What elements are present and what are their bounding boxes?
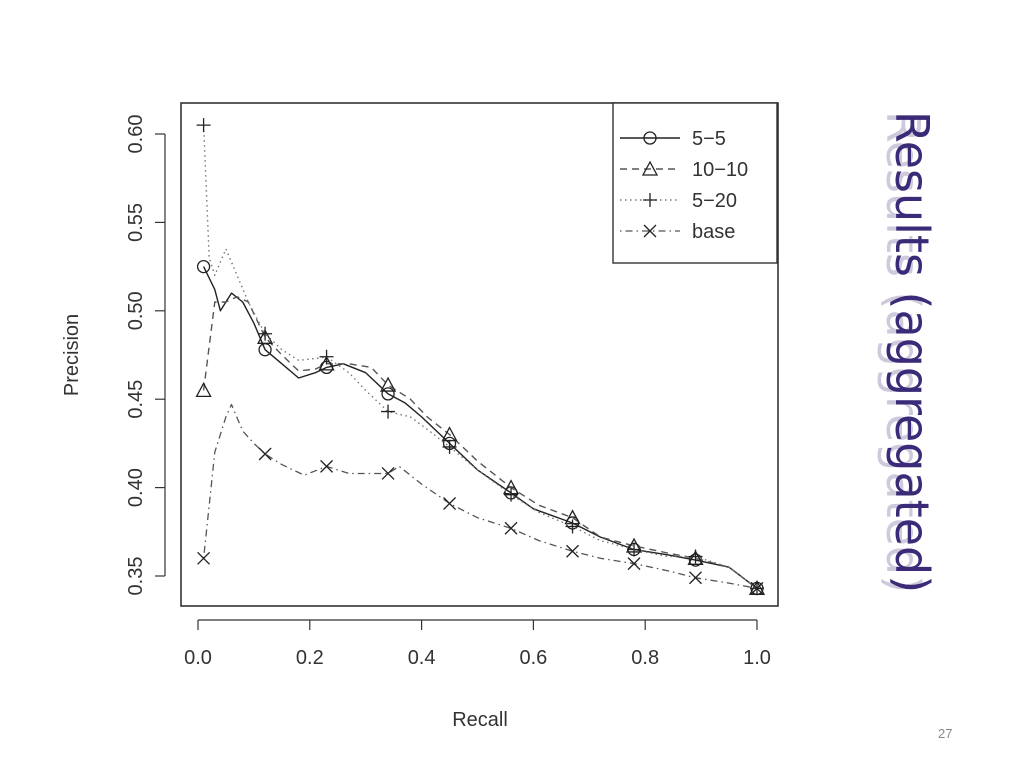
series-line [202,403,758,590]
data-point-x [750,581,764,595]
legend-marker-triangle [641,160,659,176]
series-line [202,266,758,589]
data-point-triangle [379,376,397,392]
y-tick-label: 0.45 [125,380,147,419]
x-tick-label: 0.2 [296,647,324,669]
page-number: 27 [938,726,953,741]
data-point-circle [381,387,395,401]
data-point-plus [442,439,457,454]
data-point-x [443,497,457,510]
data-point-triangle [318,355,335,371]
data-point-triangle [195,381,212,398]
data-point-x [320,459,334,473]
data-point-plus [381,404,396,419]
slide-title-text: Results (aggregated) [885,110,939,594]
y-tick-label: 0.35 [125,557,147,596]
data-point-triangle [256,328,274,344]
data-point-plus [319,349,334,364]
legend: 5−5 10−10 5−20 base [612,102,778,264]
plot-frame [180,102,779,607]
legend-label: 10−10 [692,159,748,181]
data-point-plus [504,487,519,502]
legend-marker-circle [643,131,657,145]
legend-marker-plus [643,193,657,207]
data-point-x [258,447,272,461]
data-point-x [689,571,702,585]
data-point-circle [196,259,211,274]
y-tick-label: 0.60 [125,115,147,154]
legend-label: 5−5 [692,128,726,150]
y-axis-label: Precision [61,314,83,396]
data-point-x [627,557,641,571]
data-point-plus [565,519,580,534]
data-point-x [504,521,518,535]
series-circle [196,259,764,596]
data-point-triangle [687,549,704,565]
data-point-x [197,551,211,565]
x-tick-label: 0.8 [631,647,659,669]
data-point-x [381,466,395,480]
data-point-plus [258,326,273,341]
y-tick-label: 0.40 [125,468,147,507]
x-tick-label: 0.4 [408,647,436,669]
series-triangle [195,296,766,596]
data-point-plus [627,542,642,557]
y-tick-label: 0.50 [125,291,147,330]
data-point-plus [688,549,703,564]
series-line [202,296,758,589]
legend-marker-x [643,224,657,238]
y-tick-label: 0.55 [125,203,147,242]
x-tick-label: 0.6 [519,647,547,669]
x-tick-label: 0.0 [184,647,212,669]
x-tick-label: 1.0 [743,647,771,669]
data-point-x [566,544,579,558]
legend-label: base [692,221,735,243]
x-axis-label: Recall [452,709,508,731]
data-point-plus [196,118,211,133]
legend-label: 5−20 [692,190,737,212]
legend-box [612,102,778,264]
series-x [197,403,764,595]
series-line [202,125,758,589]
